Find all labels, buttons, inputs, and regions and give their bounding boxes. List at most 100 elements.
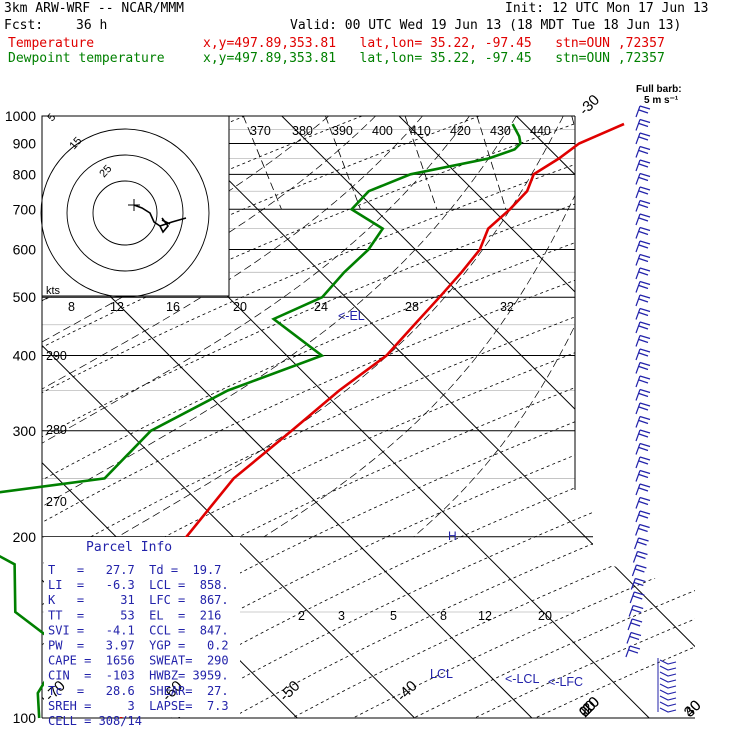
dry-adiabat-410	[170, 116, 695, 718]
wind-barb	[632, 550, 648, 563]
hodo-units: kts	[46, 285, 61, 297]
wind-barb	[633, 537, 649, 550]
mixing-label-12: 12	[478, 609, 492, 623]
mixing-label-20: 20	[538, 609, 552, 623]
wind-barb	[635, 118, 651, 131]
wind-barb	[635, 510, 651, 523]
hodo-speed-label-16: 16	[166, 300, 180, 314]
wind-barb	[635, 267, 651, 280]
wind-barb	[635, 240, 651, 253]
mixing-line-8	[404, 116, 438, 210]
pressure-label-900: 900	[13, 136, 37, 152]
wind-barb	[635, 469, 651, 482]
hodo-speed-label-8: 8	[68, 300, 75, 314]
wind-barb	[635, 496, 651, 509]
parcel-row: Tc = 28.6 SHEAR= 27.	[48, 684, 229, 698]
theta-label-400: 400	[372, 124, 393, 138]
hodo-speed-label-32: 32	[500, 300, 514, 314]
parcel-row: CIN = -103 HWBZ= 3959.	[48, 669, 229, 683]
wind-barb	[635, 456, 651, 469]
wind-barb	[631, 564, 647, 577]
parcel-box	[44, 537, 240, 717]
hodo-speed-label-20: 20	[233, 300, 247, 314]
wind-barb	[635, 415, 651, 428]
pressure-label-100: 100	[13, 710, 37, 726]
dry-adiabat-330	[42, 116, 695, 718]
pressure-label-500: 500	[13, 289, 37, 305]
wind-barb	[635, 132, 651, 145]
pressure-label-400: 400	[13, 348, 37, 364]
mixing-line-5	[325, 116, 361, 210]
isotherm--40	[42, 116, 415, 718]
wind-barb-low	[659, 707, 677, 713]
wind-barb	[635, 483, 651, 496]
parcel-row: TT = 53 EL = 216	[48, 608, 221, 622]
theta-left-label-270: 270	[46, 495, 67, 509]
hodo-speed-label-28: 28	[405, 300, 419, 314]
theta-label-430: 430	[490, 124, 511, 138]
wind-barb	[635, 145, 651, 158]
isotherm-10	[398, 116, 695, 718]
marker-h: H	[448, 529, 457, 543]
mixing-label-5: 5	[390, 609, 397, 623]
wind-barb-low	[659, 695, 677, 701]
wind-barb	[635, 375, 651, 388]
barb-label-1: Full barb:	[636, 84, 682, 95]
wind-barb	[635, 361, 651, 374]
wind-barb	[628, 604, 644, 617]
pressure-label-1000: 1000	[5, 108, 36, 124]
wind-barb-low	[659, 689, 677, 695]
wind-barb-low	[659, 671, 677, 677]
theta-left-label-290: 290	[46, 349, 67, 363]
parcel-row: CAPE = 1656 SWEAT= 290	[48, 654, 229, 668]
wind-barb	[627, 618, 643, 631]
marker-el: <-EL	[338, 309, 365, 323]
wind-barb-low	[659, 677, 677, 683]
parcel-row: PW = 3.97 YGP = 0.2	[48, 639, 229, 653]
legend-temperature-info: x,y=497.89,353.81 lat,lon= 35.22, -97.45…	[203, 36, 665, 51]
wind-barb	[635, 226, 651, 239]
hodo-speed-label-24: 24	[314, 300, 328, 314]
wind-barb	[635, 280, 651, 293]
isotherm-30	[633, 116, 695, 718]
wind-barb	[635, 172, 651, 185]
wind-barb	[635, 388, 651, 401]
hodo-ring-1	[66, 154, 184, 272]
moist-adiabat-32	[413, 116, 658, 538]
wind-barb	[635, 321, 651, 334]
parcel-row: SVI = -4.1 CCL = 847.	[48, 623, 229, 637]
mixing-label-8: 8	[440, 609, 447, 623]
theta-label-420: 420	[450, 124, 471, 138]
wind-barb	[635, 348, 651, 361]
dry-adiabat-370	[42, 116, 695, 718]
wind-barb	[635, 334, 651, 347]
mixing-label-3: 3	[338, 609, 345, 623]
wind-barb	[635, 307, 651, 320]
dry-adiabat-380	[42, 116, 695, 718]
wind-barb	[635, 523, 650, 536]
parcel-row: T = 27.7 Td = 19.7	[48, 563, 221, 577]
wind-barb	[635, 253, 651, 266]
pressure-label-600: 600	[13, 242, 37, 258]
theta-label-410: 410	[410, 124, 431, 138]
marker-ccl-lcl: LCL	[430, 667, 453, 681]
wind-barb-low	[659, 701, 677, 707]
wind-barb	[635, 159, 651, 172]
forecast-hour: 36 h	[76, 18, 108, 33]
theta-left-label-280: 280	[46, 423, 67, 437]
wind-barb-low	[659, 659, 677, 665]
isotherm--30	[42, 116, 533, 718]
parcel-title: Parcel Info	[86, 540, 172, 555]
isotherm-label--30: -30	[576, 91, 603, 118]
wind-barb	[635, 213, 651, 226]
marker-lcl: <-LCL	[505, 672, 539, 686]
moist-adiabat-12	[42, 116, 423, 538]
hodograph-trace	[133, 204, 170, 234]
pressure-label-300: 300	[13, 423, 37, 439]
wind-barb	[635, 186, 651, 199]
isotherm--10	[164, 116, 695, 718]
wind-barb	[625, 645, 641, 658]
wind-barb	[630, 577, 646, 590]
mixing-line-3	[242, 116, 282, 210]
